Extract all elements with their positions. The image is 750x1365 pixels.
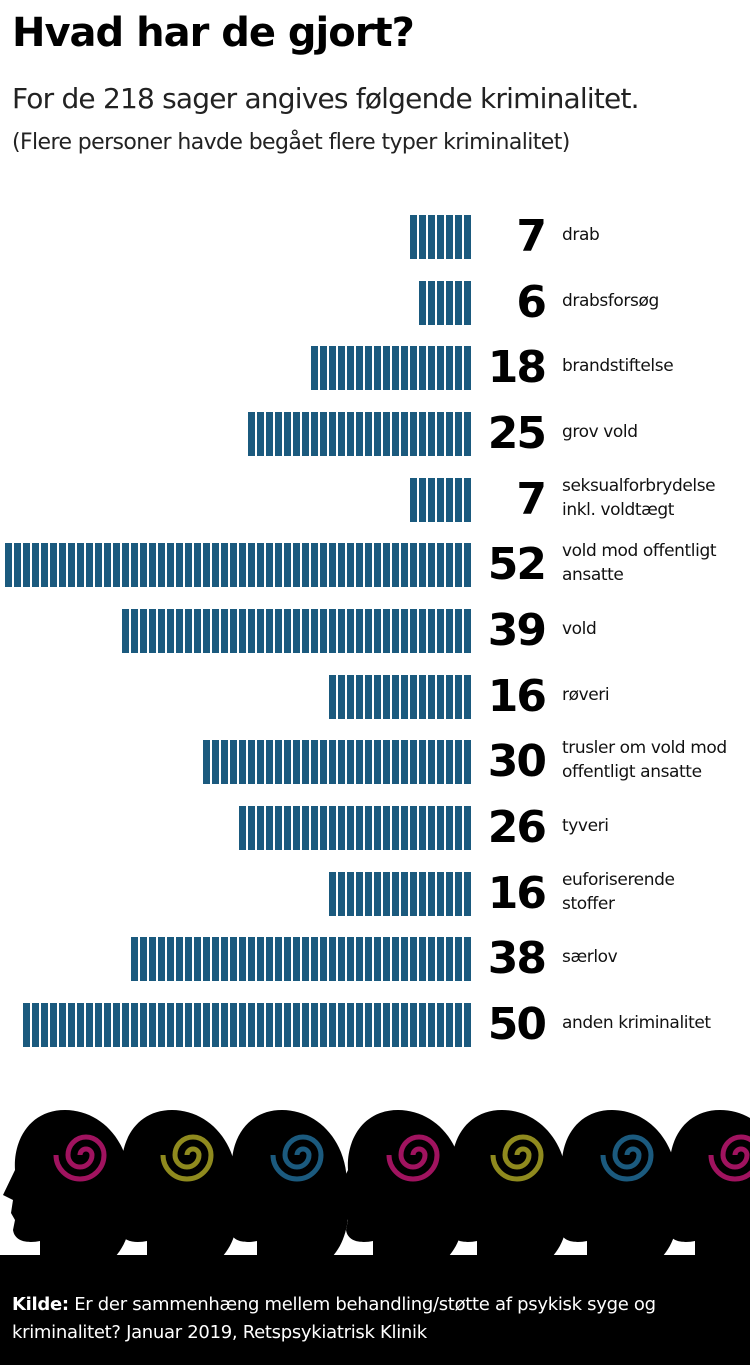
- bar: [327, 871, 471, 916]
- value-label: 18: [487, 342, 547, 394]
- value-label: 7: [516, 211, 547, 262]
- chart-note: (Flere personer havde begået flere typer…: [12, 130, 570, 155]
- value-label: 30: [487, 736, 547, 788]
- bar: [309, 346, 471, 391]
- source-text: Er der sammenhæng mellem behandling/støt…: [12, 1294, 656, 1343]
- bar: [408, 215, 471, 259]
- bar: [21, 1003, 471, 1048]
- category-label: vold: [562, 619, 597, 640]
- bar: [3, 543, 471, 588]
- value-label: 26: [487, 802, 547, 854]
- bar: [120, 609, 471, 654]
- category-label: anden kriminalitet: [562, 1013, 711, 1034]
- value-label: 38: [487, 933, 547, 985]
- bar: [201, 740, 471, 785]
- bar: [237, 806, 471, 851]
- value-label: 52: [487, 539, 547, 591]
- bar: [129, 937, 471, 982]
- category-label: seksualforbrydelse inkl. voldtægt: [562, 475, 716, 520]
- value-label: 25: [487, 408, 547, 459]
- value-label: 50: [487, 999, 547, 1051]
- bar: [408, 477, 471, 522]
- category-label: tyveri: [562, 816, 609, 837]
- chart-title: Hvad har de gjort?: [12, 10, 415, 56]
- bar: [417, 280, 471, 325]
- heads-illustration: [3, 1110, 750, 1260]
- source: Kilde: Er der sammenhæng mellem behandli…: [12, 1291, 692, 1347]
- bar: [327, 674, 471, 719]
- value-label: 6: [516, 276, 547, 328]
- footer: Kilde: Er der sammenhæng mellem behandli…: [0, 1255, 750, 1365]
- value-label: 16: [487, 867, 547, 919]
- category-label: euforiserende stoffer: [562, 869, 675, 914]
- value-label: 39: [487, 605, 547, 657]
- category-label: vold mod offentligt ansatte: [562, 541, 717, 586]
- category-label: røveri: [562, 684, 610, 705]
- bar: [246, 412, 471, 456]
- source-label: Kilde:: [12, 1294, 69, 1315]
- category-label: drabsforsøg: [562, 290, 659, 311]
- category-label: brandstiftelse: [562, 356, 674, 377]
- value-label: 16: [487, 670, 547, 722]
- chart-subtitle: For de 218 sager angives følgende krimin…: [12, 82, 640, 115]
- category-label: drab: [562, 225, 600, 245]
- category-label: særlov: [562, 947, 618, 968]
- category-label: grov vold: [562, 422, 638, 442]
- category-label: trusler om vold mod offentligt ansatte: [562, 738, 727, 783]
- value-label: 7: [516, 473, 547, 525]
